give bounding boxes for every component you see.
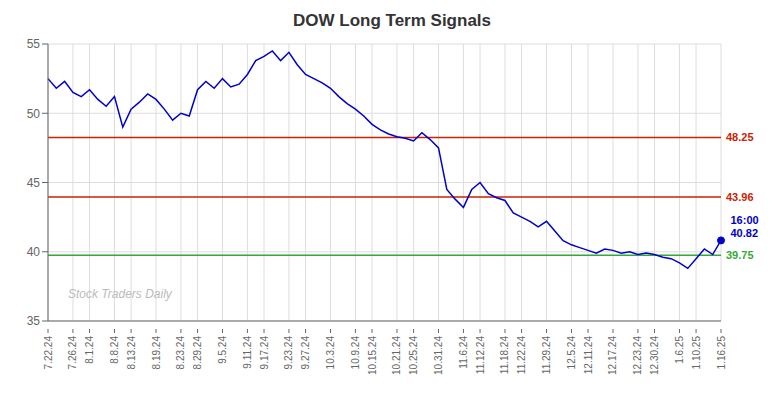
svg-text:8.1.24: 8.1.24 (84, 336, 95, 364)
svg-text:1.10.25: 1.10.25 (691, 336, 702, 370)
svg-text:7.26.24: 7.26.24 (67, 336, 78, 370)
svg-text:1.6.25: 1.6.25 (674, 336, 685, 364)
svg-text:40.82: 40.82 (731, 227, 759, 239)
html-text:DOW Long Term Signals: DOW Long Term Signals (293, 11, 491, 30)
svg-text:12.5.24: 12.5.24 (566, 336, 577, 370)
svg-text:39.75: 39.75 (726, 249, 754, 261)
svg-text:9.27.24: 9.27.24 (300, 336, 311, 370)
svg-text:40: 40 (27, 245, 41, 259)
svg-text:12.23.24: 12.23.24 (632, 336, 643, 375)
svg-text:12.30.24: 12.30.24 (649, 336, 660, 375)
svg-text:11.12.24: 11.12.24 (475, 336, 486, 375)
svg-text:10.21.24: 10.21.24 (391, 336, 402, 375)
svg-text:9.17.24: 9.17.24 (259, 336, 270, 370)
svg-text:1.16.25: 1.16.25 (716, 336, 727, 370)
svg-text:11.6.24: 11.6.24 (458, 336, 469, 369)
svg-text:12.17.24: 12.17.24 (607, 336, 618, 375)
svg-text:11.22.24: 11.22.24 (516, 336, 527, 375)
svg-text:50: 50 (27, 107, 41, 121)
svg-text:55: 55 (27, 37, 41, 51)
svg-text:8.19.24: 8.19.24 (151, 336, 162, 370)
svg-text:8.8.24: 8.8.24 (109, 336, 120, 364)
svg-text:16:00: 16:00 (731, 214, 759, 226)
svg-text:12.11.24: 12.11.24 (583, 336, 594, 375)
html-text:Stock Traders Daily: Stock Traders Daily (68, 287, 172, 301)
svg-text:45: 45 (27, 176, 41, 190)
svg-text:9.11.24: 9.11.24 (242, 336, 253, 369)
svg-text:43.96: 43.96 (726, 191, 754, 203)
svg-text:10.3.24: 10.3.24 (325, 336, 336, 370)
svg-text:8.13.24: 8.13.24 (126, 336, 137, 370)
svg-text:8.23.24: 8.23.24 (175, 336, 186, 370)
svg-text:9.23.24: 9.23.24 (283, 336, 294, 370)
svg-text:48.25: 48.25 (726, 131, 754, 143)
svg-text:11.18.24: 11.18.24 (499, 336, 510, 375)
svg-text:10.15.24: 10.15.24 (367, 336, 378, 375)
svg-text:7.22.24: 7.22.24 (43, 336, 54, 370)
svg-text:10.25.24: 10.25.24 (408, 336, 419, 375)
svg-text:8.29.24: 8.29.24 (192, 336, 203, 370)
svg-text:35: 35 (27, 314, 41, 328)
svg-text:11.29.24: 11.29.24 (541, 336, 552, 375)
svg-text:10.31.24: 10.31.24 (433, 336, 444, 375)
svg-text:10.9.24: 10.9.24 (350, 336, 361, 370)
svg-text:9.5.24: 9.5.24 (217, 336, 228, 364)
